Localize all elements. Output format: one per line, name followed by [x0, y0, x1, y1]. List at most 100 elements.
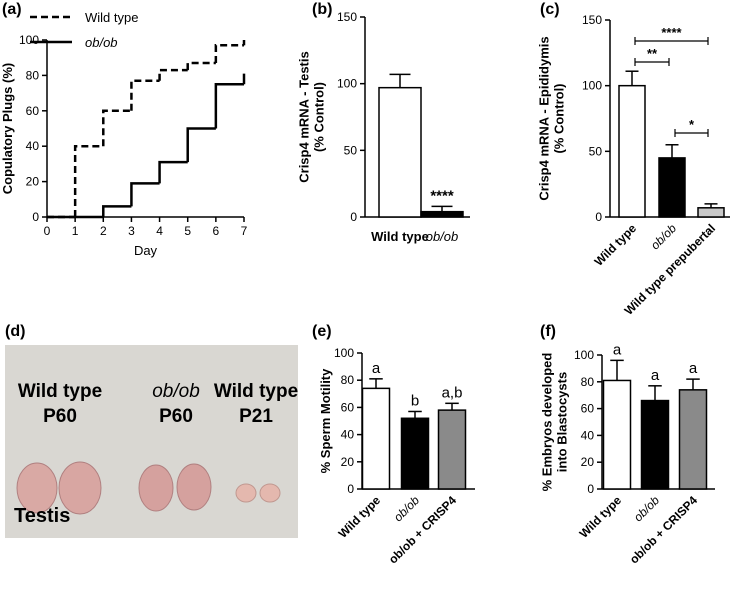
x-tick-label: 0 [44, 224, 51, 238]
photo-label: P60 [43, 406, 77, 427]
photo-label: P21 [239, 406, 273, 427]
y-tick-label: 40 [341, 428, 355, 442]
step-segment [73, 144, 104, 217]
step-segment [158, 68, 188, 81]
bar [678, 389, 708, 490]
x-tick-label: ob/ob [391, 493, 422, 524]
y-tick-label: 150 [337, 10, 357, 24]
x-tick-label: Wild type [336, 493, 384, 541]
panel-label: (d) [5, 323, 25, 340]
y-tick-label: 100 [334, 346, 354, 360]
photo-label: P60 [159, 406, 193, 427]
step-segment [130, 182, 160, 207]
annotation: a [689, 360, 698, 377]
photo-caption: Testis [14, 505, 70, 527]
x-tick-label: ob/ob [648, 221, 679, 252]
annotation: b [411, 392, 419, 409]
step-segment [158, 160, 188, 184]
x-tick-label: ob/ob [631, 493, 662, 524]
panel-label: (e) [312, 323, 332, 340]
step-segment [102, 205, 132, 217]
x-axis-label: Day [134, 243, 158, 258]
y-tick-label: 80 [581, 375, 595, 389]
bar [602, 379, 632, 490]
bar [697, 207, 725, 218]
x-tick-label: 7 [241, 224, 248, 238]
testis [138, 464, 174, 512]
photo-label: Wild type [18, 381, 102, 402]
legend-label: Wild type [85, 10, 138, 25]
annotation: a [651, 367, 660, 384]
significance-bracket [674, 129, 709, 137]
x-tick-label: Wild type [592, 221, 640, 269]
x-tick-label: ob/ob + CRISP4 [386, 493, 460, 567]
y-tick-label: 100 [574, 348, 594, 362]
x-tick-label: ob/ob + CRISP4 [627, 493, 701, 567]
y-tick-label: 0 [350, 210, 357, 224]
x-tick-label: 2 [100, 224, 107, 238]
panel-label: (b) [312, 1, 332, 18]
step-segment [214, 44, 244, 64]
bar [618, 84, 646, 218]
annotation: a,b [442, 384, 463, 401]
bar [361, 387, 391, 490]
y-tick-label: 0 [32, 210, 39, 224]
y-axis-label: (% Control) [312, 82, 327, 152]
significance-bracket [634, 58, 670, 66]
y-axis-label: Copulatory Plugs (%) [0, 63, 15, 194]
significance-label: * [689, 117, 695, 132]
x-tick-label: 4 [156, 224, 163, 238]
testis [16, 462, 58, 514]
y-axis-label: into Blastocysts [555, 372, 570, 472]
y-tick-label: 100 [582, 79, 602, 93]
bar [378, 86, 422, 218]
y-tick-label: 40 [26, 139, 40, 153]
x-tick-label: Wild type [577, 493, 625, 541]
y-tick-label: 80 [341, 373, 355, 387]
step-segment [130, 79, 160, 111]
y-tick-label: 80 [26, 68, 40, 82]
testis [58, 461, 102, 515]
step-segment [186, 61, 216, 71]
y-tick-label: 50 [344, 143, 358, 157]
x-tick-label: Wild type [371, 229, 429, 244]
y-tick-label: 60 [26, 104, 40, 118]
annotation: a [613, 341, 622, 358]
significance-label: **** [661, 25, 682, 40]
y-axis-label: % Sperm Motility [318, 368, 333, 474]
x-tick-label: 5 [184, 224, 191, 238]
y-tick-label: 20 [341, 455, 355, 469]
panel-label: (c) [540, 1, 560, 18]
y-axis-label: (% Control) [552, 83, 567, 153]
photo-label: Wild type [214, 381, 298, 402]
x-tick-label: 6 [213, 224, 220, 238]
photo-label: ob/ob [152, 381, 200, 402]
y-axis-label: Crisp4 mRNA - Epididymis [537, 36, 552, 200]
y-tick-label: 0 [347, 482, 354, 496]
y-tick-label: 0 [595, 210, 602, 224]
testis [259, 483, 281, 503]
bar [420, 210, 464, 218]
significance-label: ** [647, 46, 658, 61]
bar [437, 409, 467, 490]
y-tick-label: 20 [26, 175, 40, 189]
x-tick-label: 1 [72, 224, 79, 238]
panel-label: (a) [2, 1, 22, 18]
x-tick-label: ob/ob [426, 229, 459, 244]
annotation: **** [430, 187, 454, 204]
significance-bracket [634, 37, 709, 45]
y-tick-label: 100 [19, 33, 39, 47]
y-axis-label: Crisp4 mRNA - Testis [297, 51, 312, 182]
y-tick-label: 50 [589, 144, 603, 158]
step-segment [102, 109, 132, 147]
panel-label: (f) [540, 323, 556, 340]
bar [658, 157, 686, 218]
bar [400, 417, 430, 490]
step-segment [214, 83, 244, 129]
testis [235, 483, 257, 503]
testis [176, 463, 212, 511]
y-axis-label: % Embryos developed [540, 353, 555, 492]
x-tick-label: 3 [128, 224, 135, 238]
y-tick-label: 100 [337, 77, 357, 91]
